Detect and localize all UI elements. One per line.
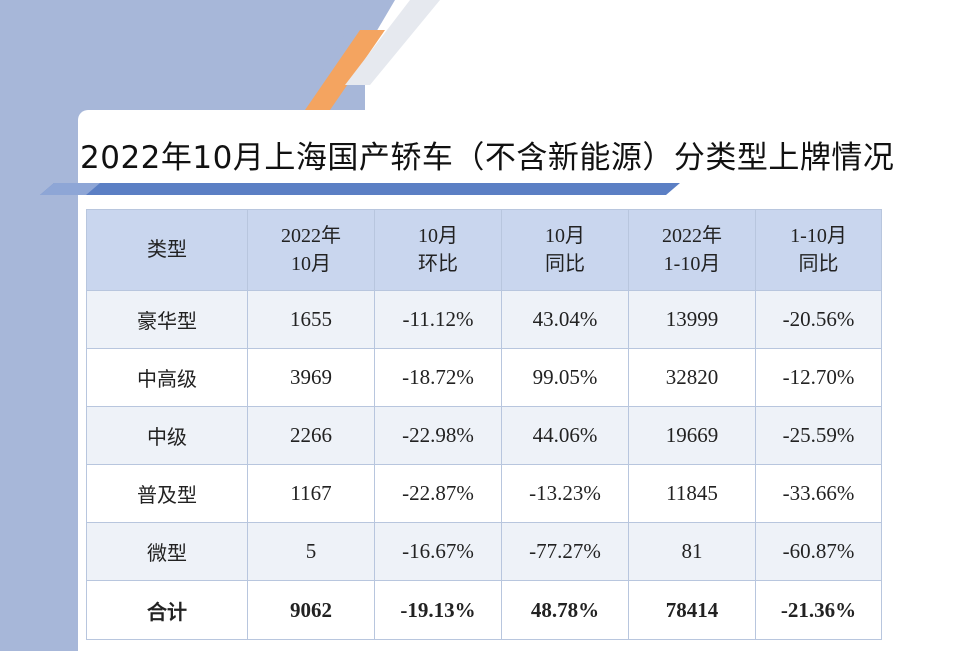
cell-yoy: -77.27% [501, 522, 629, 581]
cell-mom: -11.12% [374, 290, 502, 349]
registration-table: 类型 2022年 10月 10月 环比 10月 同比 2022年 1-10月 1… [86, 209, 882, 640]
header-type: 类型 [86, 209, 248, 291]
cell-yoy: 44.06% [501, 406, 629, 465]
cell-ytd-count: 19669 [628, 406, 756, 465]
cell-yoy: 99.05% [501, 348, 629, 407]
cell-mom: -16.67% [374, 522, 502, 581]
cell-ytd-yoy: -33.66% [755, 464, 882, 523]
cell-ytd-yoy: -60.87% [755, 522, 882, 581]
cell-mom: -18.72% [374, 348, 502, 407]
cell-ytd-count: 81 [628, 522, 756, 581]
header-oct-2022: 2022年 10月 [247, 209, 375, 291]
table-row: 中级 2266 -22.98% 44.06% 19669 -25.59% [86, 406, 882, 465]
cell-ytd-yoy: -25.59% [755, 406, 882, 465]
cell-yoy: -13.23% [501, 464, 629, 523]
header-oct-mom: 10月 环比 [374, 209, 502, 291]
total-ytd-count: 78414 [628, 580, 756, 640]
row-category: 微型 [86, 522, 248, 581]
table-row: 微型 5 -16.67% -77.27% 81 -60.87% [86, 522, 882, 581]
cell-oct-count: 1167 [247, 464, 375, 523]
total-label: 合计 [86, 580, 248, 640]
cell-yoy: 43.04% [501, 290, 629, 349]
total-ytd-yoy: -21.36% [755, 580, 882, 640]
table-row: 中高级 3969 -18.72% 99.05% 32820 -12.70% [86, 348, 882, 407]
row-category: 中级 [86, 406, 248, 465]
table-row: 普及型 1167 -22.87% -13.23% 11845 -33.66% [86, 464, 882, 523]
row-category: 中高级 [86, 348, 248, 407]
cell-mom: -22.98% [374, 406, 502, 465]
header-ytd-2022: 2022年 1-10月 [628, 209, 756, 291]
cell-oct-count: 1655 [247, 290, 375, 349]
total-yoy: 48.78% [501, 580, 629, 640]
header-ytd-yoy: 1-10月 同比 [755, 209, 882, 291]
cell-ytd-count: 13999 [628, 290, 756, 349]
title-underline-bar [40, 183, 680, 195]
row-category: 普及型 [86, 464, 248, 523]
cell-oct-count: 3969 [247, 348, 375, 407]
table-row: 豪华型 1655 -11.12% 43.04% 13999 -20.56% [86, 290, 882, 349]
cell-ytd-count: 32820 [628, 348, 756, 407]
total-oct-count: 9062 [247, 580, 375, 640]
total-mom: -19.13% [374, 580, 502, 640]
page-title: 2022年10月上海国产轿车（不含新能源）分类型上牌情况 [80, 140, 895, 176]
cell-ytd-yoy: -20.56% [755, 290, 882, 349]
table-total-row: 合计 9062 -19.13% 48.78% 78414 -21.36% [86, 580, 882, 640]
cell-mom: -22.87% [374, 464, 502, 523]
cell-oct-count: 5 [247, 522, 375, 581]
cell-ytd-yoy: -12.70% [755, 348, 882, 407]
row-category: 豪华型 [86, 290, 248, 349]
cell-ytd-count: 11845 [628, 464, 756, 523]
header-oct-yoy: 10月 同比 [501, 209, 629, 291]
table-header-row: 类型 2022年 10月 10月 环比 10月 同比 2022年 1-10月 1… [86, 209, 882, 291]
cell-oct-count: 2266 [247, 406, 375, 465]
